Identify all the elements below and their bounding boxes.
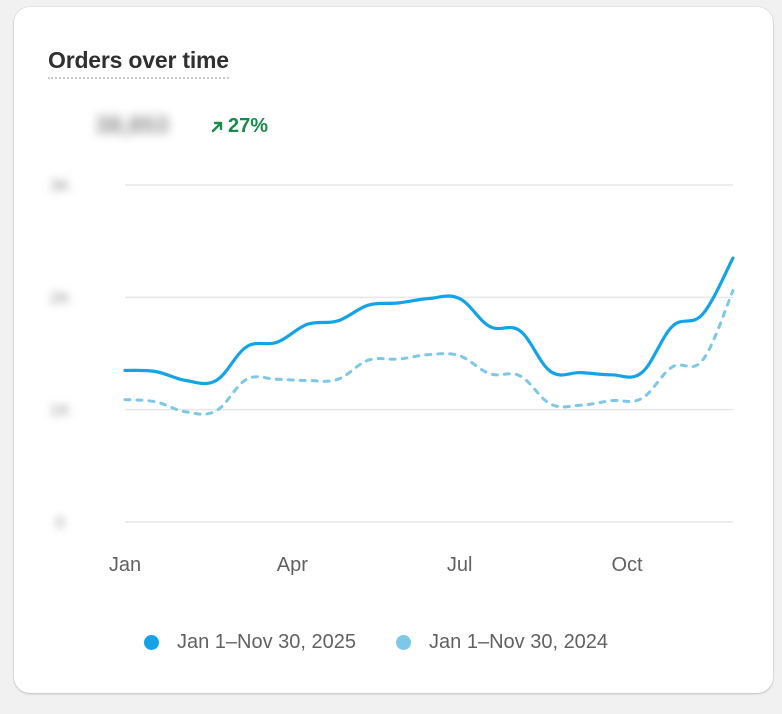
legend-item-previous[interactable]: Jan 1–Nov 30, 2024 bbox=[396, 631, 608, 654]
x-tick-label: Apr bbox=[277, 554, 308, 576]
y-tick-label: 3K bbox=[50, 176, 71, 195]
y-tick-label: 2K bbox=[50, 288, 71, 307]
change-percent: 27% bbox=[228, 115, 269, 137]
legend-swatch-previous bbox=[396, 635, 412, 650]
x-tick-label: Oct bbox=[611, 554, 643, 576]
legend-swatch-current bbox=[144, 635, 159, 650]
metric-value-blurred: 38,853 bbox=[60, 103, 204, 149]
series-line-current bbox=[123, 256, 735, 386]
y-tick-label: 0 bbox=[55, 513, 64, 532]
legend-label-previous: Jan 1–Nov 30, 2024 bbox=[429, 631, 609, 653]
chart-legend: Jan 1–Nov 30, 2025 Jan 1–Nov 30, 2024 bbox=[144, 631, 608, 654]
y-tick-label: 1K bbox=[50, 401, 71, 420]
series-line-previous bbox=[123, 289, 735, 416]
arrow-up-right-icon bbox=[211, 121, 223, 132]
x-tick-label: Jul bbox=[447, 554, 473, 576]
card-title[interactable]: Orders over time bbox=[48, 47, 229, 79]
legend-label-current: Jan 1–Nov 30, 2025 bbox=[177, 631, 357, 653]
orders-line-chart[interactable]: 0 1K 2K 3K Jan Apr Jul Oct bbox=[14, 7, 773, 607]
x-tick-label: Jan bbox=[109, 554, 141, 576]
legend-item-current[interactable]: Jan 1–Nov 30, 2025 bbox=[144, 631, 356, 654]
metric-value: 38,853 bbox=[95, 112, 169, 139]
orders-over-time-card: Orders over time 38,853 27% 0 1K 2K 3K Jan Ap… bbox=[14, 7, 773, 693]
change-indicator: 27% bbox=[210, 115, 268, 138]
